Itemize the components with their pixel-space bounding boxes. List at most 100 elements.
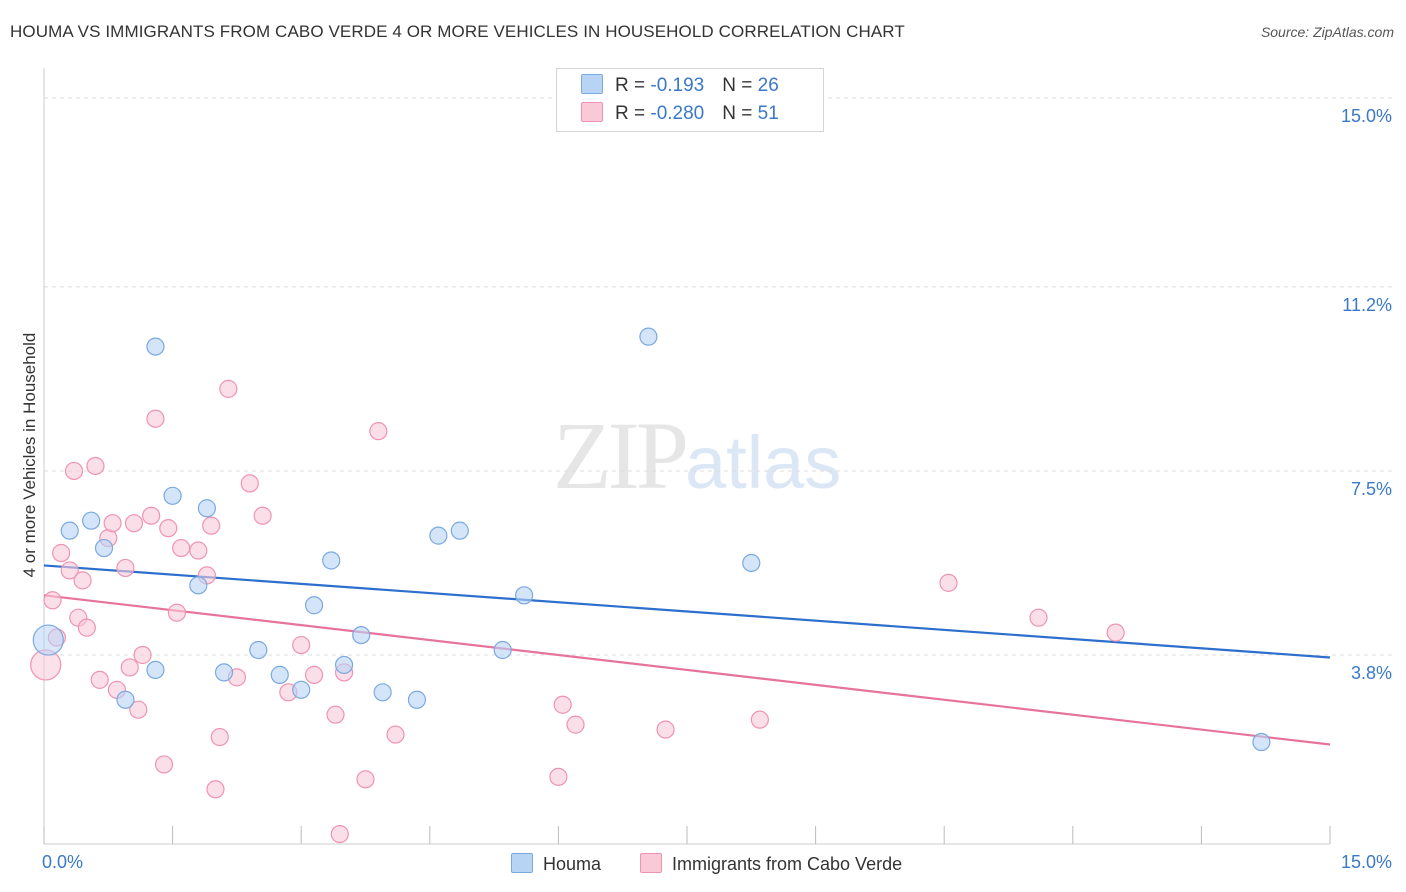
cabo-r-label: R = xyxy=(615,103,651,124)
houma-point xyxy=(82,511,101,530)
cabo-point xyxy=(146,409,165,428)
cabo-point xyxy=(202,516,221,535)
cabo-point xyxy=(77,618,96,637)
series-legend-cabo: Immigrants from Cabo Verde xyxy=(640,852,902,876)
cabo-trend-line xyxy=(43,594,1331,746)
watermark-atlas: atlas xyxy=(685,421,842,504)
cabo-point xyxy=(386,725,405,744)
cabo-point xyxy=(326,705,345,724)
cabo-r-value: -0.280 xyxy=(650,103,705,124)
houma-point xyxy=(407,690,427,709)
cabo-point xyxy=(240,474,259,493)
cabo-point xyxy=(86,456,105,476)
cabo-point xyxy=(142,506,161,525)
houma-point xyxy=(450,521,469,540)
cabo-n-value: 51 xyxy=(757,103,779,124)
houma-point xyxy=(373,683,392,702)
houma-point xyxy=(163,486,182,505)
cabo-point xyxy=(154,755,174,774)
x-tick-label-max: 15.0% xyxy=(1340,852,1392,872)
cabo-point xyxy=(73,571,92,590)
houma-n-label: N = xyxy=(722,75,758,96)
cabo-legend-swatch xyxy=(640,853,662,873)
legend-row-cabo: R = -0.280 N = 51 xyxy=(581,102,779,126)
series-legend: Houma Immigrants from Cabo Verde xyxy=(0,852,1406,878)
source-credit: Source: ZipAtlas.com xyxy=(1260,24,1394,40)
houma-point xyxy=(429,526,448,545)
cabo-swatch xyxy=(581,102,603,122)
houma-point xyxy=(515,586,534,605)
houma-point xyxy=(189,576,208,595)
cabo-legend-label: Immigrants from Cabo Verde xyxy=(672,854,903,874)
cabo-point xyxy=(750,710,769,729)
houma-point xyxy=(146,337,165,356)
cabo-point xyxy=(43,591,62,610)
houma-point xyxy=(1252,732,1271,752)
houma-r-label: R = xyxy=(615,75,651,96)
cabo-point xyxy=(159,519,178,538)
houma-legend-swatch xyxy=(511,853,533,873)
houma-point xyxy=(292,680,311,699)
cabo-point xyxy=(330,824,349,844)
houma-point xyxy=(197,499,216,518)
cabo-point xyxy=(219,379,238,398)
cabo-point xyxy=(103,514,122,533)
chart-title: HOUMA VS IMMIGRANTS FROM CABO VERDE 4 OR… xyxy=(10,22,905,41)
cabo-point xyxy=(939,573,958,592)
houma-point xyxy=(214,663,234,682)
watermark-zip: ZIP xyxy=(553,402,689,509)
cabo-point xyxy=(60,561,79,580)
stats-legend: R = -0.193 N = 26 R = -0.280 N = 51 xyxy=(556,68,824,132)
houma-point xyxy=(352,625,371,645)
cabo-point xyxy=(133,645,152,665)
cabo-point xyxy=(369,422,388,441)
cabo-point xyxy=(90,670,109,689)
houma-legend-label: Houma xyxy=(543,854,602,874)
houma-trend-line xyxy=(43,564,1331,659)
cabo-point xyxy=(52,543,71,563)
cabo-point xyxy=(656,720,675,739)
cabo-point xyxy=(549,767,568,786)
cabo-point xyxy=(124,514,144,533)
trend-layer xyxy=(43,564,1331,746)
cabo-point xyxy=(304,665,324,684)
cabo-point xyxy=(1106,623,1125,642)
houma-point xyxy=(146,660,165,680)
cabo-n-label: N = xyxy=(722,103,758,124)
y-tick-label: 15.0% xyxy=(1340,105,1392,126)
cabo-point xyxy=(172,538,191,558)
grid-layer xyxy=(44,97,1394,656)
houma-point xyxy=(322,551,341,570)
houma-point xyxy=(94,538,114,558)
houma-point xyxy=(742,553,761,573)
point-layer xyxy=(30,327,1271,844)
cabo-point xyxy=(167,603,186,622)
cabo-point xyxy=(356,770,375,789)
cabo-point xyxy=(1029,608,1048,627)
cabo-point xyxy=(189,541,208,560)
series-legend-houma: Houma xyxy=(511,852,601,876)
cabo-point xyxy=(566,715,585,734)
axis-layer xyxy=(43,68,1331,845)
y-tick-label: 7.5% xyxy=(1350,478,1392,499)
houma-point xyxy=(334,655,354,675)
cabo-point xyxy=(206,780,225,799)
cabo-point xyxy=(116,558,135,578)
houma-swatch xyxy=(581,74,603,94)
houma-r-value: -0.193 xyxy=(650,75,705,96)
y-tick-label: 11.2% xyxy=(1342,294,1392,315)
cabo-point xyxy=(253,506,272,525)
houma-point xyxy=(116,690,135,709)
zipatlas-watermark: ZIPatlas xyxy=(553,400,841,511)
cabo-point xyxy=(129,700,148,719)
houma-point xyxy=(270,665,289,684)
cabo-point xyxy=(210,727,229,747)
houma-point xyxy=(32,624,64,656)
houma-point xyxy=(493,640,512,660)
houma-point xyxy=(304,596,324,615)
houma-point xyxy=(639,327,658,346)
houma-point xyxy=(249,640,268,660)
houma-n-value: 26 xyxy=(757,75,779,96)
cabo-point xyxy=(292,635,311,655)
